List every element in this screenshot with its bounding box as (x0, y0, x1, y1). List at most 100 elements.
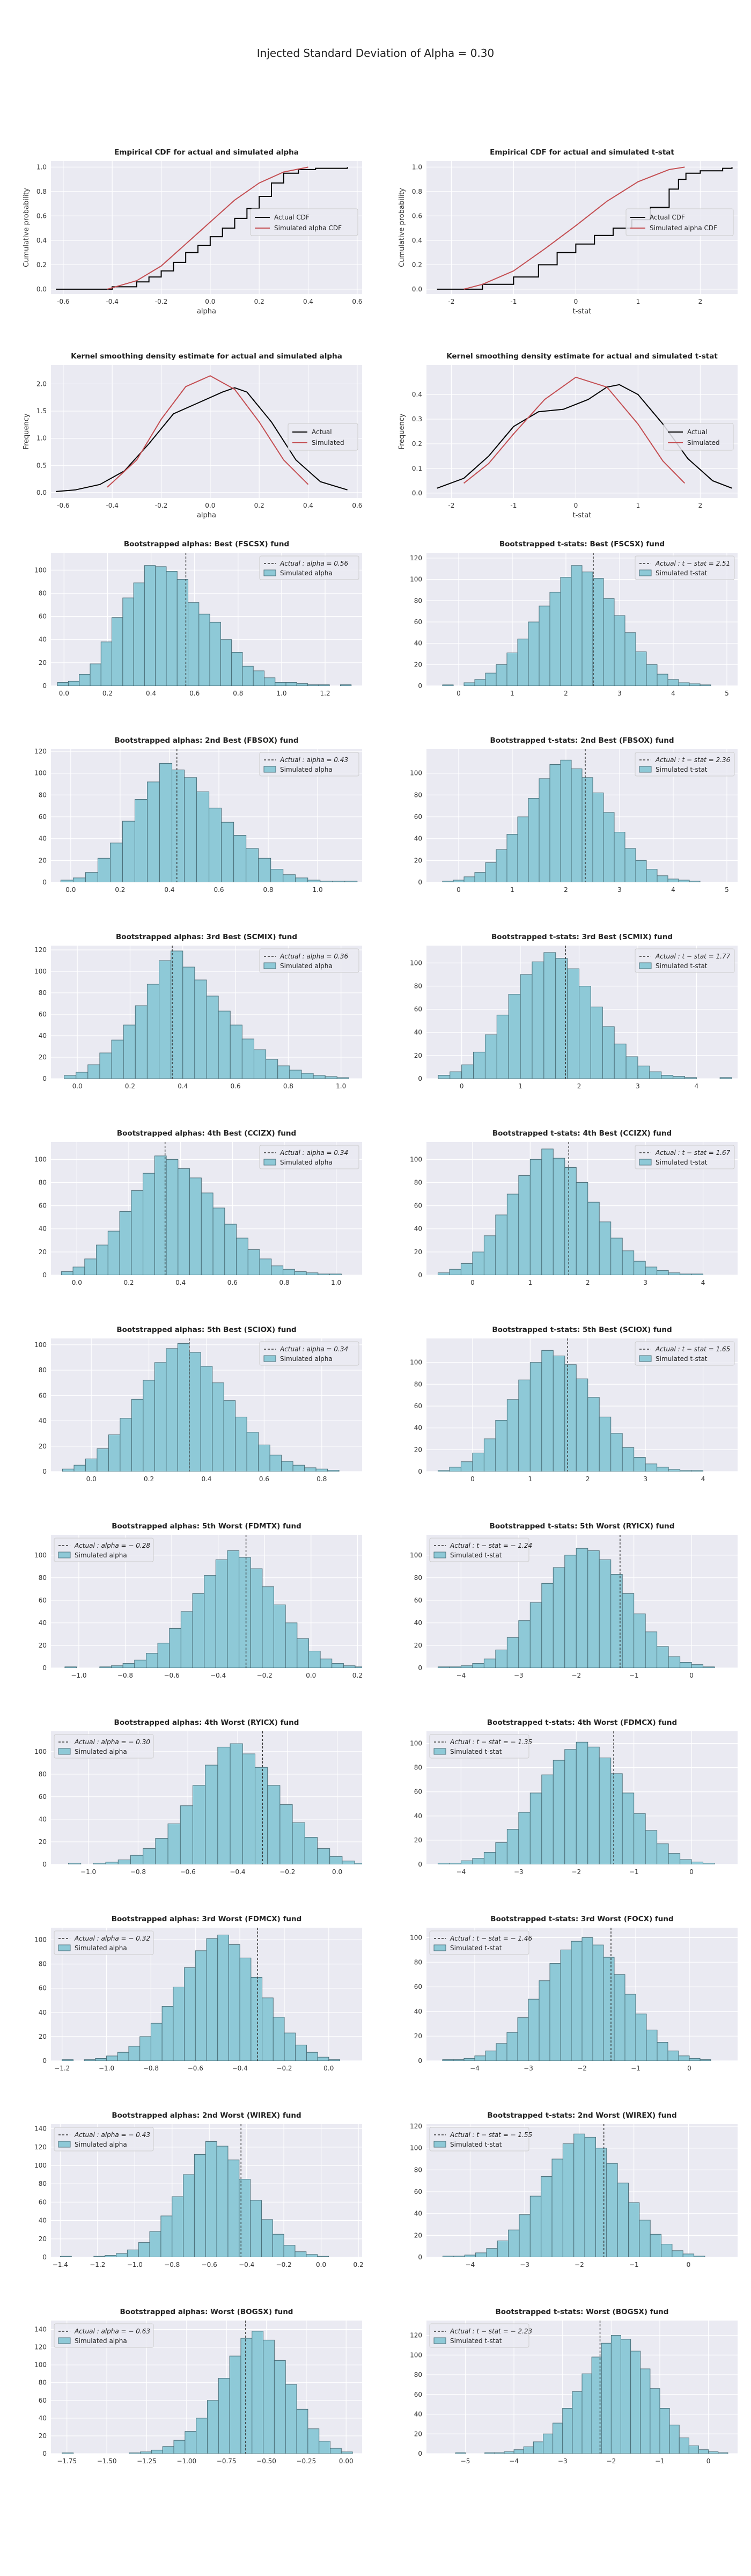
histogram-bar (254, 1767, 268, 1864)
x-tick-label: -1 (510, 502, 517, 509)
legend-box (635, 1341, 735, 1366)
y-tick-label: 0.1 (412, 465, 422, 472)
y-tick-label: 80 (39, 1574, 47, 1582)
x-tick-label: −0.2 (279, 1868, 295, 1876)
histogram-bar (129, 2452, 141, 2454)
plot-content (455, 2321, 728, 2454)
histogram-bar (592, 792, 604, 882)
y-tick-label: 0.4 (36, 237, 47, 244)
histogram-bar (508, 994, 521, 1079)
histogram-bar (253, 1049, 267, 1079)
histogram-bar (205, 1765, 218, 1864)
histogram-bar (610, 1238, 623, 1275)
y-tick-label: 60 (414, 1006, 422, 1013)
histogram-bar (474, 872, 486, 882)
histogram-bar (708, 2451, 719, 2454)
x-tick-label: 1 (518, 1082, 522, 1090)
y-tick-label: 20 (414, 2430, 422, 2438)
histogram-bar (218, 2377, 230, 2454)
histogram-bar (205, 2141, 217, 2257)
histogram-bar (719, 1077, 732, 1079)
histogram-bar (159, 763, 173, 882)
histogram-bar (267, 1785, 281, 1864)
histogram-bar (496, 2043, 507, 2061)
legend-box (429, 1930, 529, 1955)
x-tick-label: −4 (509, 2457, 519, 2465)
histogram-bar (279, 1804, 293, 1864)
x-tick-label: 0.0 (332, 1868, 342, 1876)
legend-entry-actual: Actual : alpha = 0.34 (279, 1345, 348, 1353)
x-tick-label: 0.8 (263, 886, 274, 894)
histogram-bar (599, 1221, 612, 1275)
y-tick-label: 80 (414, 2166, 422, 2174)
histogram-bar (131, 1399, 144, 1472)
histogram-bar (506, 2032, 518, 2061)
histogram-bar (680, 1470, 692, 1472)
x-tick-label: 0 (689, 1868, 694, 1876)
y-tick-label: 20 (39, 1053, 47, 1061)
histogram-bar (513, 2449, 524, 2454)
x-tick-label: 0.8 (283, 1082, 293, 1090)
legend: Actual : t − stat = − 1.46 Simulated t-st… (429, 1930, 533, 1955)
x-tick-label: 0 (706, 2457, 711, 2465)
plot-content (437, 1338, 704, 1472)
y-tick-label: 100 (410, 1155, 422, 1163)
x-tick-label: 0.2 (123, 1279, 134, 1286)
x-tick-label: 0 (470, 1279, 475, 1286)
y-tick-label: 80 (39, 2379, 47, 2387)
histogram-bar (196, 2418, 208, 2454)
histogram-bar (60, 2256, 72, 2257)
histogram-bar (539, 1980, 550, 2061)
histogram-bar (590, 1006, 603, 1079)
y-tick-label: 20 (39, 1248, 47, 1256)
histogram-bar (614, 1974, 625, 2061)
histogram-bar (541, 1583, 554, 1668)
x-tick-label: 1 (528, 1475, 533, 1483)
y-tick-label: 100 (34, 2361, 47, 2369)
histogram-bar (606, 2163, 618, 2257)
y-tick-label: 100 (34, 1936, 47, 1944)
histogram-bar (111, 1665, 123, 1668)
histogram-bar (483, 1438, 496, 1472)
chart-title: Bootstrapped t-stats: 5th Worst (RYICX) … (490, 1522, 675, 1531)
y-tick-label: 0 (418, 2450, 422, 2457)
legend: Actual Simulated (663, 423, 734, 451)
histogram-bar (519, 2214, 531, 2257)
x-tick-label: 0.0 (72, 1279, 82, 1286)
histogram-bar (258, 1444, 270, 1472)
x-tick-label: −1.25 (137, 2457, 157, 2465)
histogram-bar (669, 2425, 680, 2454)
y-tick-label: 60 (414, 2188, 422, 2196)
x-tick-label: −3 (520, 2261, 529, 2268)
histogram-bar (330, 2448, 342, 2454)
x-tick-label: −1.75 (57, 2457, 77, 2465)
histogram-bar (610, 1433, 623, 1472)
histogram-bar (227, 1550, 240, 1668)
histogram-bar (688, 2445, 699, 2454)
x-tick-label: −3 (514, 1672, 524, 1679)
histogram-bar (504, 2451, 514, 2454)
plot-content (437, 1731, 715, 1864)
series-line-0 (437, 384, 732, 489)
legend-entry-simulated: Simulated alpha (75, 1748, 127, 1755)
histogram-bar (517, 639, 529, 686)
histogram-bar (689, 881, 701, 882)
y-tick-label: 0 (42, 2253, 47, 2261)
plot-content (68, 1731, 362, 1864)
y-tick-label: 60 (414, 1788, 422, 1796)
histogram-bar (678, 2055, 690, 2061)
histogram-bar (301, 1073, 314, 1079)
histogram-bar (624, 848, 636, 882)
legend-entry-actual: Actual : t − stat = − 2.23 (450, 2328, 532, 2335)
histogram-bar (453, 2059, 465, 2061)
chart-title: Bootstrapped alphas: 5th Best (SCIOX) fu… (116, 1326, 296, 1334)
x-tick-label: 4 (701, 1279, 705, 1286)
y-tick-label: 20 (39, 1642, 47, 1649)
histogram-bar (192, 1785, 206, 1864)
histogram-bar (294, 1271, 307, 1275)
legend-swatch-simulated (433, 1748, 446, 1755)
histogram-bar (236, 1238, 248, 1275)
x-tick-label: 0.0 (72, 1082, 83, 1090)
